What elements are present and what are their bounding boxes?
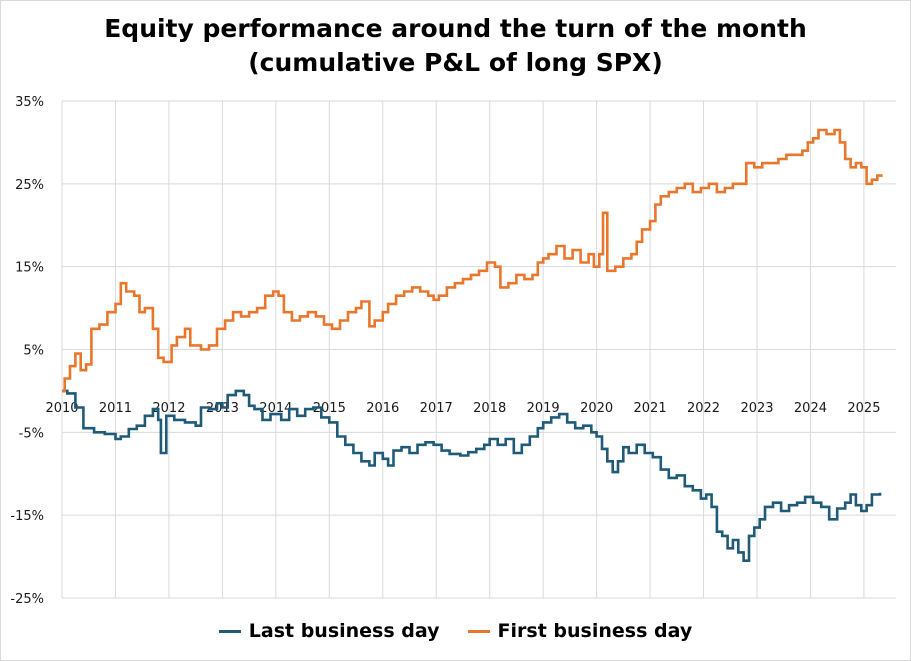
x-tick-label: 2022	[687, 401, 720, 416]
legend-item-last-business-day: Last business day	[218, 620, 440, 642]
x-tick-label: 2012	[152, 401, 185, 416]
y-tick-label: -25%	[10, 592, 44, 607]
x-tick-label: 2025	[847, 401, 880, 416]
x-tick-label: 2016	[366, 401, 399, 416]
legend-label-first: First business day	[497, 620, 693, 642]
x-tick-label: 2011	[99, 401, 132, 416]
series-line-first-business-day	[62, 128, 883, 393]
series-lines	[62, 128, 883, 562]
y-tick-label: -15%	[10, 509, 44, 524]
y-tick-label: 15%	[15, 261, 44, 276]
x-tick-label: 2023	[740, 401, 773, 416]
legend-swatch-first	[467, 629, 490, 633]
x-tick-label: 2020	[580, 401, 613, 416]
y-axis-ticks: 35% 25% 15% 5% -5% -15% -25%	[10, 95, 44, 607]
series-line-last-business-day	[62, 389, 882, 562]
y-tick-label: 25%	[15, 178, 44, 193]
legend-swatch-last	[218, 629, 241, 633]
x-tick-label: 2018	[473, 401, 506, 416]
y-tick-label: -5%	[19, 426, 44, 441]
x-tick-label: 2010	[45, 401, 78, 416]
chart-title: Equity performance around the turn of th…	[0, 12, 911, 80]
y-tick-label: 5%	[23, 344, 44, 359]
chart-title-line1: Equity performance around the turn of th…	[104, 14, 807, 43]
legend-item-first-business-day: First business day	[467, 620, 693, 642]
y-tick-label: 35%	[15, 95, 44, 110]
legend-label-last: Last business day	[248, 620, 440, 642]
legend: Last business day First business day	[0, 620, 911, 642]
x-tick-label: 2019	[527, 401, 560, 416]
x-tick-label: 2024	[794, 401, 827, 416]
x-tick-label: 2017	[420, 401, 453, 416]
x-tick-label: 2021	[634, 401, 667, 416]
x-axis-ticks: 2010 2011 2012 2013 2014 2015 2016 2017 2018 2019…	[45, 401, 880, 416]
gridlines	[61, 100, 896, 599]
chart-title-line2: (cumulative P&L of long SPX)	[248, 48, 663, 77]
x-tick-label: 2014	[259, 401, 292, 416]
